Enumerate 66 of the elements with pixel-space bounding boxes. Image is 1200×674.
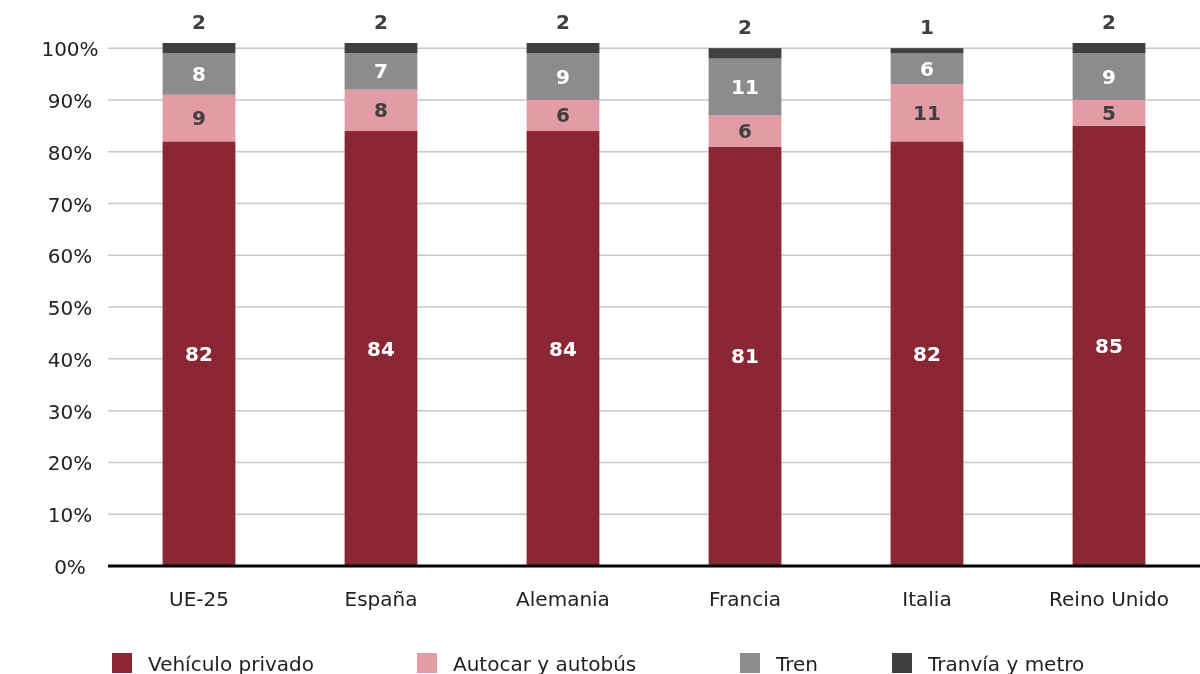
data-label: 82 — [913, 341, 941, 366]
bar — [344, 43, 418, 54]
data-label: 8 — [192, 62, 206, 87]
x-tick-label: España — [344, 587, 418, 611]
y-tick-label: 0% — [54, 555, 86, 579]
data-label: 1 — [920, 15, 934, 40]
data-label: 6 — [556, 103, 570, 128]
data-label: 11 — [913, 100, 941, 125]
bar — [162, 43, 236, 54]
y-tick-label: 90% — [47, 88, 93, 113]
y-tick-label: 10% — [47, 503, 93, 528]
y-tick-label: 60% — [47, 244, 93, 269]
data-label: 9 — [192, 106, 206, 131]
y-tick-label: 30% — [47, 399, 93, 424]
bar — [1072, 99, 1146, 126]
data-label: 2 — [192, 10, 206, 34]
data-label: 84 — [367, 336, 395, 361]
y-tick-label: 20% — [47, 451, 93, 476]
bar — [1072, 43, 1146, 54]
data-label: 2 — [374, 10, 388, 34]
bar — [890, 141, 964, 566]
data-label: 84 — [549, 336, 577, 361]
y-tick-label: 80% — [47, 140, 93, 165]
x-tick-label: UE-25 — [169, 587, 229, 611]
bar — [708, 146, 782, 566]
bar — [526, 43, 600, 54]
x-tick-label: Francia — [708, 587, 782, 611]
bar — [1072, 125, 1146, 566]
data-label: 5 — [1102, 100, 1116, 125]
data-label: 85 — [1095, 333, 1123, 358]
bar — [162, 141, 236, 566]
bar — [890, 48, 964, 54]
data-label: 2 — [1102, 10, 1116, 34]
bar — [162, 53, 236, 95]
bar — [526, 53, 600, 100]
data-label: 6 — [920, 56, 934, 81]
bar — [344, 53, 418, 90]
bar — [708, 115, 782, 147]
bar — [162, 94, 236, 142]
bar — [708, 48, 782, 59]
data-label: 6 — [738, 119, 752, 144]
legend-label: Tren — [775, 652, 819, 674]
data-label: 82 — [185, 341, 213, 366]
x-tick-label: Alemania — [516, 587, 610, 611]
bar — [890, 84, 964, 142]
y-tick-label: 70% — [47, 192, 93, 217]
y-tick-label: 50% — [47, 296, 93, 321]
data-label: 9 — [556, 64, 570, 89]
bar — [344, 131, 418, 566]
data-label: 7 — [374, 59, 388, 84]
bar — [526, 131, 600, 566]
data-label: 2 — [738, 15, 752, 40]
y-tick-label: 100% — [41, 37, 99, 62]
data-label: 2 — [556, 10, 570, 34]
data-label: 9 — [1102, 64, 1116, 89]
bar — [344, 89, 418, 132]
bar — [526, 99, 600, 132]
y-tick-label: 40% — [47, 347, 93, 372]
data-label: 81 — [731, 344, 759, 369]
data-label: 8 — [374, 98, 388, 123]
bar — [708, 58, 782, 116]
x-tick-label: Italia — [902, 587, 952, 611]
bar — [1072, 53, 1146, 100]
data-label: 11 — [731, 75, 759, 100]
x-tick-label: Reino Unido — [1049, 587, 1169, 611]
bar — [890, 53, 964, 85]
